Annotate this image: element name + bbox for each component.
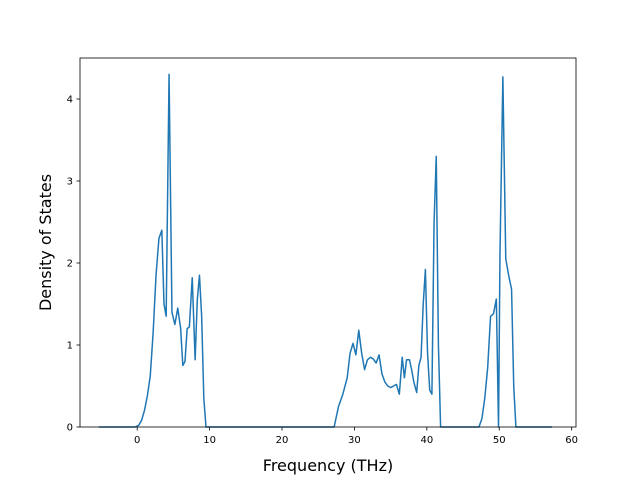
y-tick-label: 0	[67, 423, 73, 434]
y-tick-label: 3	[67, 177, 73, 188]
y-tick-label: 1	[67, 341, 73, 352]
dos-series-line	[98, 73, 553, 428]
x-tick-label: 50	[493, 435, 506, 446]
x-tick-label: 20	[276, 435, 289, 446]
x-tick-label: 0	[134, 435, 140, 446]
y-axis-label: Density of States	[36, 174, 55, 311]
x-tick-label: 60	[565, 435, 578, 446]
x-tick-label: 30	[348, 435, 361, 446]
axis-ticks: 0 10 20 30 40 50 60 0 1 2 3 4	[67, 95, 578, 447]
x-tick-label: 10	[203, 435, 216, 446]
x-tick-label: 40	[420, 435, 433, 446]
y-tick-label: 2	[67, 259, 73, 270]
plot-frame	[79, 57, 577, 428]
x-axis-label: Frequency (THz)	[263, 456, 393, 475]
y-tick-label: 4	[67, 95, 73, 106]
